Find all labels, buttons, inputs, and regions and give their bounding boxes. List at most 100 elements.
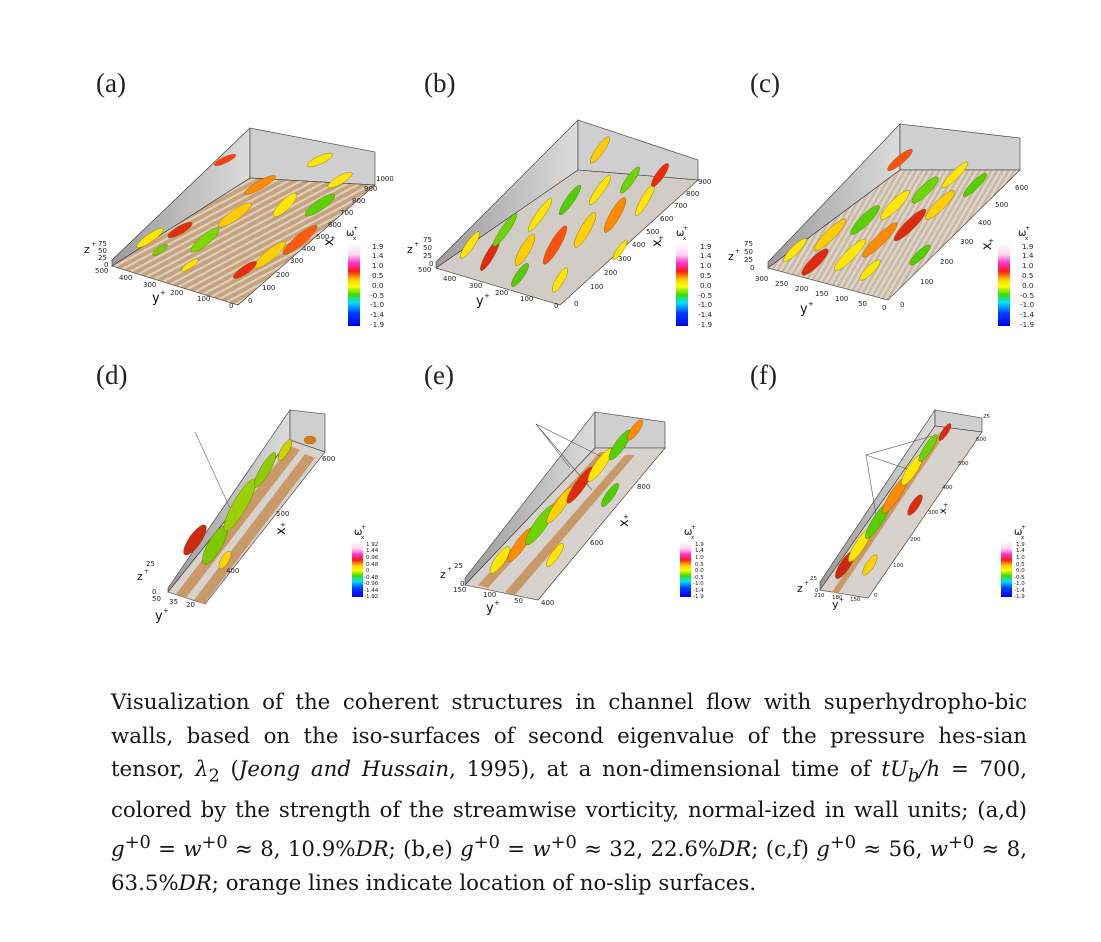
panel-d-x-tick: 400 bbox=[226, 567, 239, 575]
legend-value: -1.0 bbox=[1020, 300, 1034, 309]
panel-e-z-tick: 0 bbox=[460, 580, 464, 588]
panel-a-y-axis-label: y bbox=[152, 291, 160, 306]
panel-d-z-axis-label: z bbox=[137, 570, 143, 583]
legend-value: -0.5 bbox=[1014, 575, 1025, 581]
caption-symbol: w bbox=[532, 837, 551, 863]
panel-f-z-tick: 25 bbox=[810, 576, 817, 582]
panel-b-y-axis-label: y bbox=[476, 294, 484, 309]
caption-subscript: b bbox=[907, 766, 920, 787]
caption-symbol: g bbox=[816, 837, 830, 863]
panel-a-x-tick: 400 bbox=[302, 245, 315, 253]
legend-title: ω bbox=[676, 228, 684, 239]
panel-e-y-tick: 150 bbox=[453, 586, 466, 594]
legend-sup: + bbox=[1025, 225, 1030, 232]
panel-e-pointer-line bbox=[535, 423, 571, 469]
panel-a-z-axis-label: z bbox=[84, 243, 90, 256]
panel-d-y-tick: 20 bbox=[186, 601, 195, 609]
legend-sup: + bbox=[691, 524, 696, 531]
panel-a-y-tick: 300 bbox=[143, 281, 156, 289]
panel-c-vortex-structures bbox=[783, 149, 987, 281]
colorbar bbox=[676, 243, 688, 326]
panel-c-x-tick: 0 bbox=[900, 301, 904, 309]
caption-part: ; (b,e) bbox=[388, 837, 461, 863]
panel-e: z + 25 0 150 100 50 y + 800 600 400 x + … bbox=[440, 411, 704, 616]
panel-b-z-axis-label: z bbox=[407, 243, 413, 256]
legend-value: 0.96 bbox=[366, 555, 379, 561]
panel-b-z-tick: 50 bbox=[423, 244, 432, 252]
panel-label-c: (c) bbox=[750, 68, 780, 98]
panel-a-x-tick: 800 bbox=[352, 197, 365, 205]
panel-a-y-tick: 0 bbox=[229, 302, 233, 310]
legend-value: -1.9 bbox=[370, 320, 384, 329]
legend-value: -1.9 bbox=[1014, 594, 1025, 600]
caption-part: ≈ 56, bbox=[856, 837, 930, 863]
caption-symbol: w bbox=[183, 837, 202, 863]
legend-value: -1.9 bbox=[1020, 320, 1034, 329]
panel-c-x-tick: 200 bbox=[940, 258, 953, 266]
panel-f-y-axis-label: y bbox=[832, 598, 839, 611]
legend-sup: + bbox=[361, 524, 366, 531]
legend-value: 1.4 bbox=[700, 251, 712, 260]
panel-f-x-tick: 400 bbox=[942, 485, 953, 491]
panel-f-x-tick: 25 bbox=[983, 414, 990, 420]
panel-a-x-tick: 500 bbox=[316, 233, 329, 241]
legend-value: 1.4 bbox=[1022, 251, 1034, 260]
panel-c-x-tick: 300 bbox=[960, 238, 973, 246]
legend-value: 0.5 bbox=[700, 271, 711, 280]
panel-c-y-tick: 200 bbox=[795, 285, 808, 293]
panel-b-z-tick: 75 bbox=[423, 236, 432, 244]
panel-f: z + 25 0 210 180 150 y + 25 600 500 400 … bbox=[797, 409, 1026, 611]
panel-a-x-tick: 600 bbox=[328, 221, 341, 229]
panel-e-x-tick: 600 bbox=[590, 539, 603, 547]
panel-f-pointer-line bbox=[865, 435, 933, 456]
panel-d-y-tick: 50 bbox=[152, 595, 161, 603]
caption-symbol: λ bbox=[195, 757, 209, 782]
colorbar bbox=[998, 243, 1010, 326]
legend-title: ω bbox=[354, 527, 362, 538]
panel-e-x-axis-label: x bbox=[617, 519, 632, 527]
legend-value: 1.0 bbox=[695, 555, 704, 561]
panel-b-x-tick: 200 bbox=[604, 269, 617, 277]
panel-c-floor bbox=[767, 169, 1021, 301]
legend-title: ω bbox=[1014, 527, 1022, 538]
caption-symbol: g bbox=[111, 837, 125, 863]
panel-e-z-tick: 25 bbox=[454, 562, 463, 570]
panel-e-y-axis-label: y bbox=[486, 601, 494, 616]
panel-e-y-tick: 50 bbox=[514, 597, 523, 605]
legend-value: -1.4 bbox=[1014, 588, 1025, 594]
panel-f-x-tick: 100 bbox=[893, 563, 904, 569]
panel-b-y-tick: 500 bbox=[418, 266, 431, 274]
colorbar bbox=[352, 541, 363, 597]
panel-b-floor bbox=[435, 169, 699, 306]
panel-f-z-axis-sup: + bbox=[804, 580, 809, 587]
legend-value: 1.4 bbox=[1016, 548, 1025, 554]
legend-value: 1.0 bbox=[1022, 261, 1034, 270]
panel-a-y-tick: 200 bbox=[170, 289, 183, 297]
panel-b-x-tick: 100 bbox=[590, 283, 603, 291]
panel-b-y-axis-sup: + bbox=[484, 292, 490, 300]
panel-e-y-axis-sup: + bbox=[494, 599, 500, 607]
legend-value: 1.9 bbox=[700, 242, 712, 251]
caption-superscript: +0 bbox=[550, 833, 577, 854]
legend-value: 0.0 bbox=[1022, 281, 1034, 290]
panel-label-e: (e) bbox=[424, 360, 454, 390]
legend-value: 1.9 bbox=[1022, 242, 1034, 251]
panel-f-pointer-line bbox=[865, 454, 911, 471]
panel-c-z-tick: 25 bbox=[744, 256, 753, 264]
panel-a-z-axis-sup: + bbox=[91, 241, 96, 248]
figure-panels: (a) (b) (c) (d) (e) (f) z + 75 50 bbox=[84, 68, 1034, 624]
legend-value: 0 bbox=[366, 568, 370, 574]
legend-title: ω bbox=[684, 527, 692, 538]
panel-b-z-tick: 0 bbox=[429, 260, 433, 268]
panel-e-y-tick: 100 bbox=[483, 591, 496, 599]
panel-e-legend: ω x + 1.9 1.4 1.0 0.5 0.0 -0.5 -1.0 -1.4… bbox=[680, 524, 704, 600]
legend-sub: x bbox=[361, 535, 365, 541]
panel-c-y-tick: 250 bbox=[775, 280, 788, 288]
panel-f-x-tick: 500 bbox=[958, 461, 969, 467]
legend-value: 1.0 bbox=[372, 261, 384, 270]
legend-value: 0.0 bbox=[695, 568, 704, 574]
panel-d-legend: ω x + 1.92 1.44 0.96 0.48 0 -0.48 -0.96 … bbox=[352, 524, 379, 600]
panel-b-y-tick: 100 bbox=[520, 295, 533, 303]
panel-e-z-axis-label: z bbox=[440, 568, 446, 581]
panel-c-y-tick: 50 bbox=[858, 300, 867, 308]
